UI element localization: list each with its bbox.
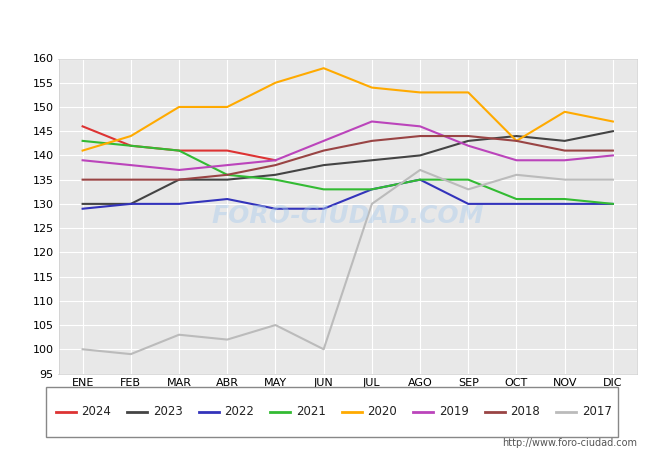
Text: 2019: 2019 <box>439 405 469 418</box>
Text: 2021: 2021 <box>296 405 326 418</box>
Text: http://www.foro-ciudad.com: http://www.foro-ciudad.com <box>502 438 637 448</box>
Text: FORO-CIUDAD.COM: FORO-CIUDAD.COM <box>211 204 484 228</box>
Text: 2017: 2017 <box>582 405 612 418</box>
FancyBboxPatch shape <box>46 387 617 436</box>
Text: 2020: 2020 <box>367 405 397 418</box>
Text: 2022: 2022 <box>224 405 254 418</box>
Text: 2023: 2023 <box>153 405 183 418</box>
Text: 2024: 2024 <box>81 405 111 418</box>
Text: Afiliados en Osera de Ebro a 31/5/2024: Afiliados en Osera de Ebro a 31/5/2024 <box>162 11 488 29</box>
Text: 2018: 2018 <box>510 405 540 418</box>
